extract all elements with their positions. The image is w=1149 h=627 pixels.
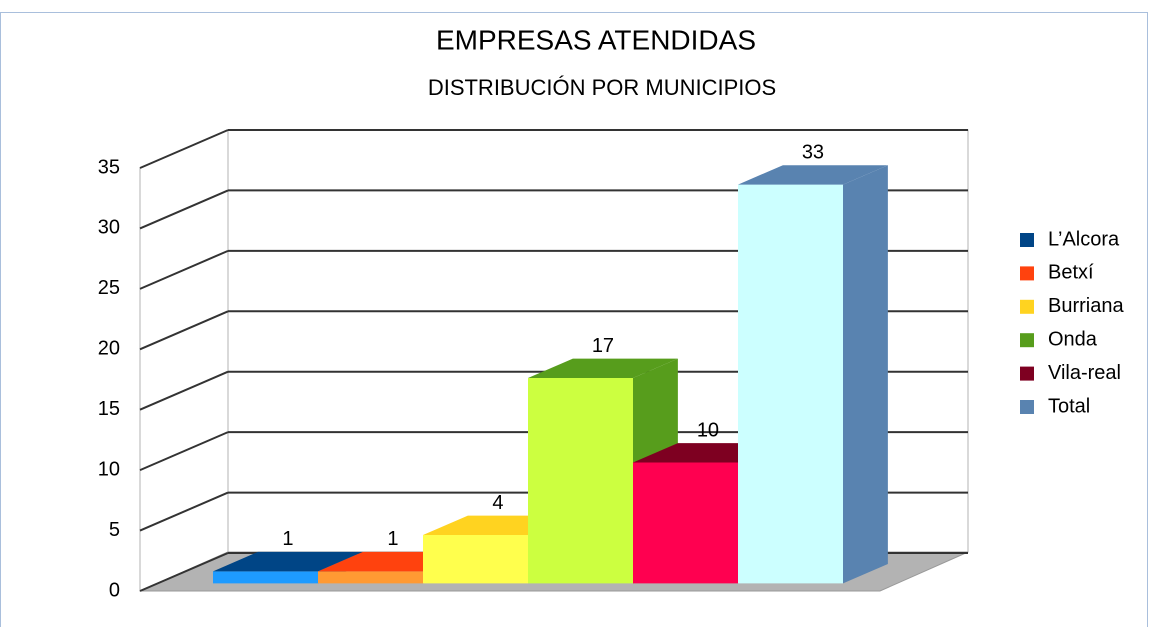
side-wall [139,129,229,592]
legend-label: L’Alcora [1048,228,1120,250]
legend-swatch [1020,366,1034,381]
y-tick-label: 25 [98,277,120,299]
data-label: 1 [282,528,293,550]
y-tick-label: 5 [109,519,120,541]
grid-line [139,310,229,351]
bar-front [423,535,528,584]
legend-label: Total [1048,395,1090,417]
chart-subtitle: DISTRIBUCIÓN POR MUNICIPIOS [428,75,776,100]
legend-label: Vila-real [1048,362,1121,384]
legend-label: Burriana [1048,295,1124,317]
y-tick-label: 15 [98,398,120,420]
data-label: 1 [387,528,398,550]
y-tick-label: 0 [109,579,120,601]
legend-swatch [1020,233,1034,247]
y-tick-label: 20 [98,338,120,360]
grid-line [139,189,229,230]
bar-front [738,184,843,584]
chart-title: EMPRESAS ATENDIDAS [436,24,756,55]
y-tick-label: 30 [98,217,120,239]
bar-front [318,571,423,584]
data-label: 17 [592,335,614,357]
grid-line [139,491,229,532]
bar-side [843,165,888,584]
y-tick-label: 35 [98,156,120,178]
grid-line [139,249,229,290]
bar-top [528,358,678,378]
bar-top [213,551,363,572]
legend-swatch [1020,299,1034,314]
grid-line [139,129,229,169]
y-tick-label: 10 [98,458,120,480]
bar-front [213,571,318,584]
grid-line [139,431,229,472]
grid-line [139,370,229,411]
bar-front [528,377,633,584]
legend-swatch [1020,266,1034,281]
grid-line [139,552,229,592]
legend-label: Betxí [1048,262,1094,284]
bar-front [633,462,738,584]
data-label: 33 [802,141,824,163]
data-label: 4 [492,492,503,514]
legend-swatch [1020,333,1034,348]
frame [0,12,1148,627]
legend-label: Onda [1048,328,1098,350]
data-label: 10 [697,419,719,441]
legend-swatch [1020,400,1034,414]
bar-top [738,165,888,185]
